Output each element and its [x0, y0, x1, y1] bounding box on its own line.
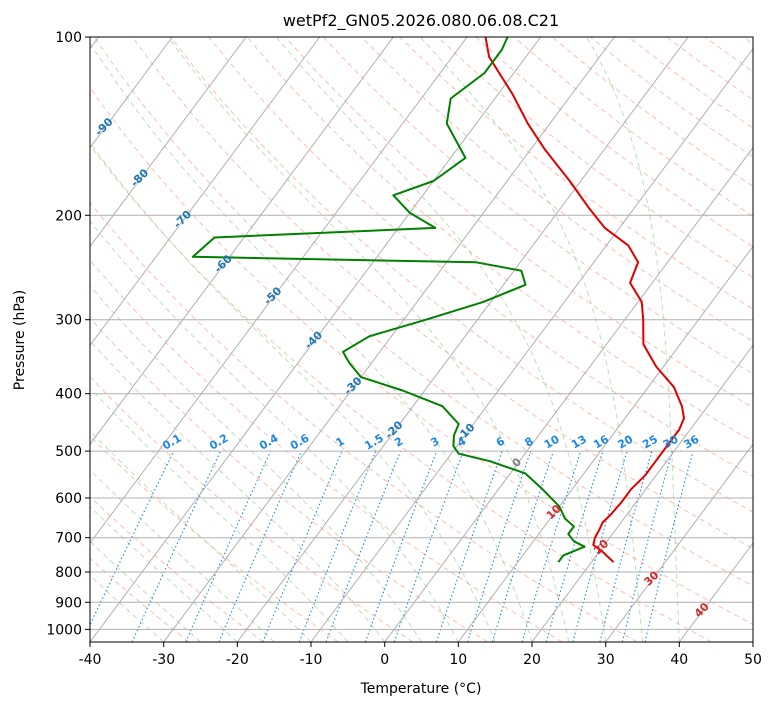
dry-adiabat	[361, 37, 753, 342]
x-tick-label: 20	[523, 652, 541, 668]
mixing-ratio-line	[262, 450, 343, 642]
moist-adiabat	[90, 430, 312, 642]
dry-adiabat	[90, 201, 638, 642]
y-axis: 100 200 300 400 500 600 700 800 900 1000	[46, 30, 90, 638]
moist-adiabat	[90, 387, 349, 642]
mixing-ratio-line	[545, 450, 604, 642]
mixing-ratio-lines	[90, 450, 694, 642]
y-tick-label: 800	[55, 565, 82, 581]
mixing-ratio-line	[621, 450, 673, 642]
moist-adiabat	[419, 37, 643, 642]
isotherm-gridline	[90, 37, 173, 149]
x-tick-label: 30	[597, 652, 615, 668]
isotherm-gridline	[90, 37, 468, 544]
mixing-ratio-line	[521, 450, 582, 642]
chart-title: wetPf2_GN05.2026.080.06.08.C21	[283, 11, 559, 31]
mixing-ratio-line	[572, 450, 628, 642]
dry-adiabat	[284, 37, 753, 408]
series	[191, 37, 685, 563]
y-tick-label: 100	[55, 30, 82, 46]
isotherm-gridline	[457, 245, 753, 642]
dry-adiabat	[90, 557, 190, 642]
y-tick-label: 700	[55, 531, 82, 547]
dry-adiabat	[132, 37, 753, 550]
y-tick-label: 500	[55, 444, 82, 460]
isotherm-gridline	[163, 37, 615, 642]
moist-adiabat	[90, 220, 459, 642]
dry-adiabat	[93, 37, 753, 587]
y-axis-label: Pressure (hPa)	[12, 290, 28, 390]
y-tick-label: 200	[55, 208, 82, 224]
x-tick-label: -40	[79, 652, 102, 668]
moist-adiabat	[90, 339, 386, 642]
dry-adiabat	[90, 144, 712, 642]
mixing-ratio-line	[466, 450, 532, 642]
isotherm-gridline	[90, 37, 247, 248]
temperature-profile-line	[484, 37, 685, 563]
isotherm-gridline	[605, 443, 753, 642]
isotherm-gridline	[531, 344, 753, 642]
y-tick-label: 600	[55, 491, 82, 507]
isotherm-gridline	[384, 146, 753, 642]
isotherm-gridline	[236, 37, 689, 642]
x-tick-label: 50	[744, 652, 762, 668]
mixing-ratio-line	[185, 450, 272, 642]
isotherm-gridline	[90, 37, 542, 642]
isotherm-gridline	[90, 37, 394, 446]
moist-adiabat	[275, 37, 607, 642]
y-tick-label: 900	[55, 595, 82, 611]
mixing-ratio-line	[218, 450, 302, 642]
x-tick-label: -20	[226, 652, 249, 668]
mixing-ratio-line	[364, 450, 438, 642]
moist-adiabat	[90, 540, 201, 642]
plot-area: 0.10.20.40.611.52346810131620253036-100-…	[90, 37, 753, 642]
mixing-ratio-line	[491, 450, 555, 642]
dry-adiabat	[90, 86, 753, 626]
moist-adiabat	[586, 37, 680, 642]
dry-adiabats	[90, 37, 753, 642]
dry-adiabat	[170, 37, 753, 513]
y-tick-label: 1000	[46, 622, 82, 638]
moist-adiabat	[90, 42, 533, 642]
x-tick-label: 40	[670, 652, 688, 668]
moist-adiabat	[90, 469, 275, 642]
x-tick-label: -30	[152, 652, 175, 668]
plot-frame	[89, 36, 754, 643]
y-tick-label: 300	[55, 313, 82, 329]
isotherm-gridline	[90, 37, 321, 347]
y-tick-label: 400	[55, 387, 82, 403]
moist-adiabat	[90, 141, 496, 642]
x-axis: -40 -30 -20 -10 0 10 20 30 40 50	[79, 642, 762, 668]
mixing-ratio-line	[298, 450, 377, 642]
x-tick-label: 0	[380, 652, 389, 668]
dewpoint-profile-line	[191, 37, 586, 563]
dry-adiabat	[90, 376, 414, 642]
mixing-ratio-line	[325, 450, 402, 642]
isotherm-gridline	[310, 47, 753, 642]
grid	[90, 37, 753, 642]
x-tick-label: -10	[300, 652, 323, 668]
moist-adiabats	[90, 37, 680, 642]
x-tick-label: 10	[449, 652, 467, 668]
x-axis-label: Temperature (°C)	[360, 681, 482, 697]
mixing-ratio-line	[599, 450, 653, 642]
moist-adiabat	[90, 574, 165, 642]
mixing-ratio-line	[435, 450, 503, 642]
